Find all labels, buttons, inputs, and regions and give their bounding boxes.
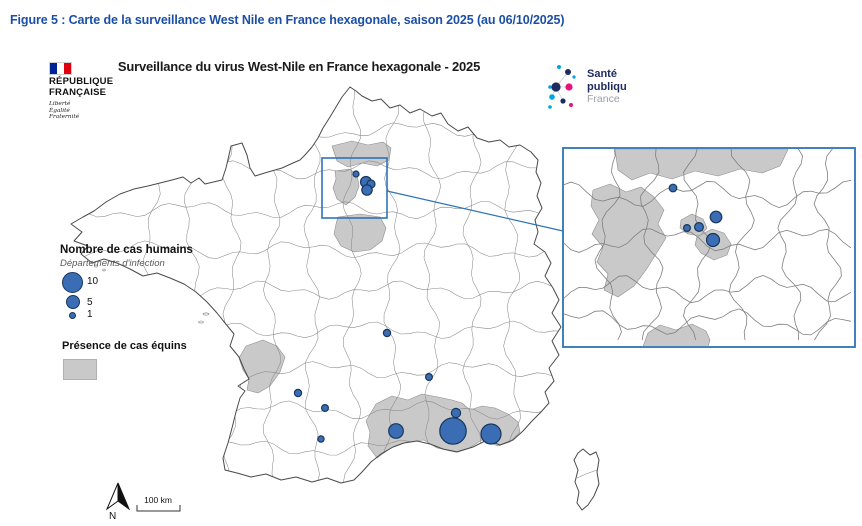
- human-case-circle: [361, 184, 373, 196]
- spf-text-line1: Santé: [587, 68, 617, 81]
- equine-department: [642, 323, 711, 346]
- spf-text-line3: France: [587, 93, 620, 106]
- department-border-line: [71, 201, 561, 220]
- france-map: [70, 86, 600, 511]
- north-label: N: [109, 511, 116, 522]
- legend: Nombre de cas humains Départements d'inf…: [60, 244, 210, 394]
- human-case-circle: [388, 423, 404, 439]
- human-case-circle: [480, 423, 502, 445]
- island: [94, 264, 98, 268]
- human-case-circle: [317, 435, 325, 443]
- department-border-line: [423, 87, 441, 483]
- equine-department: [332, 168, 360, 206]
- paris-inset-rectangle: [321, 157, 388, 219]
- department-border-line: [462, 87, 482, 483]
- france-coastline: [70, 86, 562, 484]
- inset-map: [562, 147, 856, 348]
- human-cases-layer: [293, 170, 502, 445]
- legend-label-5: 5: [87, 296, 93, 308]
- corsica-border: [576, 469, 598, 479]
- human-case-circle: [693, 222, 704, 233]
- department-border-line: [640, 149, 664, 341]
- department-border-line: [71, 121, 561, 139]
- equine-department: [238, 339, 286, 394]
- french-flag-icon: [49, 62, 72, 75]
- island: [102, 268, 106, 272]
- island: [198, 320, 204, 324]
- motto-line: Égalité: [49, 107, 70, 114]
- human-case-circle: [705, 232, 721, 248]
- equine-department: [590, 183, 667, 298]
- republique-francaise-logo: RÉPUBLIQUE FRANÇAISE Liberté Égalité Fra…: [49, 62, 139, 121]
- republique-motto: Liberté Égalité Fraternité: [49, 101, 139, 121]
- department-border-line: [382, 87, 402, 483]
- republique-text-line2: FRANÇAISE: [49, 86, 107, 98]
- legend-label-1: 1: [87, 309, 93, 320]
- human-case-circle: [682, 224, 691, 233]
- figure-title: Figure 5 : Carte de la surveillance West…: [10, 13, 565, 27]
- department-border-line: [502, 87, 521, 483]
- legend-label-10: 10: [87, 276, 99, 287]
- france-landmass: [71, 87, 561, 483]
- department-border-line: [342, 87, 362, 483]
- legend-title: Nombre de cas humains: [60, 244, 193, 256]
- human-case-circle: [352, 170, 360, 178]
- human-case-circle: [668, 183, 678, 193]
- equine-department: [331, 140, 392, 168]
- corsica-landmass: [574, 449, 599, 510]
- department-border-line: [813, 149, 842, 341]
- legend-circle-1: [69, 311, 76, 319]
- island: [202, 312, 210, 316]
- department-border-line: [564, 180, 852, 209]
- equine-department: [333, 213, 387, 253]
- north-arrow-icon: N: [105, 482, 131, 522]
- legend-circle-10: [62, 272, 83, 293]
- human-case-circle: [382, 328, 392, 338]
- human-case-circle: [425, 373, 434, 382]
- department-border-line: [71, 240, 561, 260]
- scale-bar: 100 km: [136, 495, 181, 512]
- equine-department: [614, 149, 789, 181]
- corsica-coastline: [573, 448, 600, 511]
- corsica: [573, 448, 600, 511]
- inset-human-cases-layer: [668, 183, 723, 248]
- sante-publique-france-logo: Santé publiqu France: [546, 60, 627, 114]
- spf-dots-icon: [548, 65, 576, 109]
- legend-equine-title: Présence de cas équins: [62, 340, 187, 352]
- human-case-circle: [321, 404, 330, 413]
- department-border-line: [564, 228, 852, 253]
- department-border-line: [564, 274, 852, 304]
- human-case-circle: [439, 417, 467, 445]
- legend-subtitle: Départements d'infection: [60, 258, 165, 269]
- department-border-line: [728, 149, 755, 341]
- scale-label: 100 km: [144, 495, 172, 505]
- department-border-line: [564, 308, 852, 336]
- motto-line: Liberté: [49, 101, 71, 107]
- department-border-line: [777, 149, 804, 341]
- spf-text-line2: publiqu: [587, 80, 627, 93]
- human-case-circle: [450, 407, 462, 419]
- human-case-circle: [293, 388, 303, 398]
- human-case-circle: [709, 210, 723, 224]
- department-border-line: [302, 87, 321, 483]
- equine-swatch: [63, 359, 97, 380]
- republique-text-line1: RÉPUBLIQUE: [49, 76, 114, 87]
- map-title: Surveillance du virus West-Nile en Franc…: [117, 59, 481, 74]
- inset-connector-line: [386, 190, 564, 232]
- legend-circle-5: [65, 295, 80, 309]
- motto-line: Fraternité: [49, 114, 80, 121]
